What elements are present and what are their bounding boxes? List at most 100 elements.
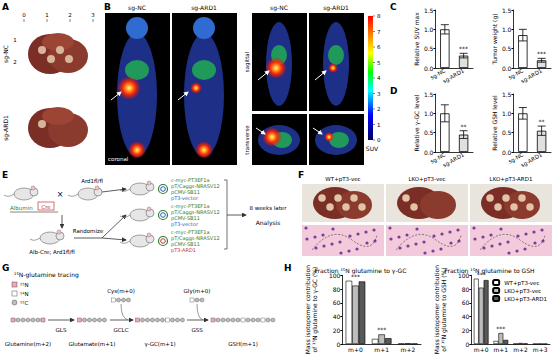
- svg-text:of ¹⁵N glutamine to γ-GC (%): of ¹⁵N glutamine to γ-GC (%): [311, 267, 319, 353]
- svg-text:sg-NC: sg-NC: [270, 4, 288, 12]
- svg-text:C: C: [390, 2, 397, 12]
- svg-text:¹⁵N: ¹⁵N: [20, 282, 29, 288]
- svg-text:***: ***: [537, 50, 546, 57]
- svg-text:***: ***: [377, 326, 386, 333]
- svg-text:2: 2: [377, 106, 381, 112]
- svg-text:1: 1: [377, 122, 381, 128]
- svg-text:LKO+pT3-ARD1: LKO+pT3-ARD1: [504, 296, 547, 303]
- svg-text:m+0: m+0: [474, 346, 489, 353]
- svg-text:2: 2: [13, 59, 17, 65]
- svg-text:0.0: 0.0: [424, 149, 434, 156]
- svg-text:1: 1: [45, 12, 49, 18]
- svg-text:GSS: GSS: [191, 327, 203, 333]
- svg-text:SUV: SUV: [366, 145, 379, 152]
- svg-text:**: **: [461, 123, 467, 130]
- svg-text:Tumor weight (g): Tumor weight (g): [491, 13, 499, 65]
- svg-text:LKO+pT3-ARD1: LKO+pT3-ARD1: [490, 176, 533, 183]
- svg-text:20: 20: [333, 327, 341, 334]
- svg-text:1.5: 1.5: [502, 91, 512, 98]
- svg-text:Cre: Cre: [41, 204, 51, 210]
- svg-text:sagittal: sagittal: [244, 51, 251, 72]
- svg-text:1.5: 1.5: [502, 7, 512, 14]
- svg-text:0.0: 0.0: [502, 149, 512, 156]
- svg-text:GSH(m+1): GSH(m+1): [228, 341, 258, 347]
- svg-text:m+1: m+1: [493, 346, 508, 353]
- svg-text:1.0: 1.0: [424, 110, 434, 117]
- svg-text:¹⁵N-glutamine tracing: ¹⁵N-glutamine tracing: [14, 271, 79, 279]
- svg-text:0.5: 0.5: [502, 45, 512, 52]
- svg-text:0.5: 0.5: [424, 129, 434, 136]
- svg-text:2: 2: [68, 12, 72, 18]
- svg-text:40: 40: [462, 313, 470, 320]
- svg-text:0: 0: [22, 12, 26, 18]
- svg-text:1.0: 1.0: [424, 26, 434, 33]
- svg-text:0.0: 0.0: [502, 65, 512, 72]
- svg-text:***: ***: [496, 325, 505, 332]
- svg-text:1.0: 1.0: [502, 26, 512, 33]
- svg-text:5: 5: [377, 60, 381, 66]
- svg-text:LKO+pT3-vec: LKO+pT3-vec: [504, 288, 541, 295]
- svg-text:Glutamate(m+1): Glutamate(m+1): [69, 341, 116, 347]
- svg-text:transverse: transverse: [244, 125, 250, 155]
- svg-text:80: 80: [462, 286, 470, 293]
- svg-text:×: ×: [57, 190, 64, 199]
- svg-text:LKO+pT3-vec: LKO+pT3-vec: [408, 176, 445, 183]
- svg-text:Alb-Cre; Ard1fl/fl: Alb-Cre; Ard1fl/fl: [29, 249, 74, 255]
- svg-text:60: 60: [333, 299, 341, 306]
- svg-text:Relative SUV max: Relative SUV max: [413, 12, 420, 66]
- svg-text:Gly(m+0): Gly(m+0): [184, 288, 211, 295]
- svg-text:sg-NC: sg-NC: [128, 4, 146, 12]
- svg-text:¹⁴N: ¹⁴N: [20, 291, 29, 297]
- svg-text:WT+pT3-vec: WT+pT3-vec: [325, 176, 360, 183]
- svg-text:0: 0: [377, 137, 381, 143]
- svg-text:***: ***: [351, 273, 360, 280]
- svg-text:0.0: 0.0: [424, 65, 434, 72]
- svg-text:Cys(m+0): Cys(m+0): [107, 288, 135, 295]
- svg-text:GLS: GLS: [56, 327, 67, 333]
- svg-text:F: F: [298, 170, 304, 180]
- svg-text:***: ***: [459, 45, 468, 52]
- svg-text:Relative γ-GC level: Relative γ-GC level: [413, 94, 421, 151]
- svg-text:0.5: 0.5: [424, 45, 434, 52]
- svg-text:0: 0: [337, 341, 341, 348]
- svg-text:m+2: m+2: [401, 346, 416, 353]
- svg-text:sg-ARD1: sg-ARD1: [191, 4, 217, 12]
- svg-text:¹²C: ¹²C: [20, 300, 28, 306]
- svg-text:**: **: [539, 118, 545, 125]
- svg-text:sg-NC: sg-NC: [2, 45, 10, 63]
- svg-text:20: 20: [462, 327, 470, 334]
- svg-text:D: D: [390, 86, 397, 96]
- svg-text:4: 4: [377, 75, 381, 81]
- svg-text:Fraction ¹⁵N glutamine to γ-GC: Fraction ¹⁵N glutamine to γ-GC: [315, 267, 407, 275]
- svg-text:H: H: [284, 263, 292, 273]
- svg-text:m+0: m+0: [348, 346, 363, 353]
- svg-text:E: E: [2, 170, 8, 180]
- svg-text:0: 0: [466, 341, 470, 348]
- svg-text:Glutamine(m+2): Glutamine(m+2): [5, 341, 51, 347]
- svg-text:Ard1fl/fl: Ard1fl/fl: [81, 178, 103, 184]
- svg-text:0.5: 0.5: [502, 129, 512, 136]
- svg-text:Randomize: Randomize: [73, 228, 104, 234]
- svg-text:pT3-ARD1: pT3-ARD1: [171, 247, 196, 254]
- svg-text:1.5: 1.5: [424, 7, 434, 14]
- svg-text:m+3: m+3: [533, 346, 548, 353]
- svg-text:A: A: [2, 2, 9, 12]
- svg-text:Analysis: Analysis: [256, 219, 281, 227]
- svg-text:sg-ARD1: sg-ARD1: [442, 67, 466, 85]
- svg-text:sg-ARD1: sg-ARD1: [2, 115, 10, 141]
- svg-text:γ-GC(m+1): γ-GC(m+1): [144, 341, 175, 348]
- svg-text:pT3-vector: pT3-vector: [171, 195, 199, 202]
- svg-text:Albumin: Albumin: [10, 205, 33, 211]
- svg-text:80: 80: [333, 286, 341, 293]
- svg-text:WT+pT3-vec: WT+pT3-vec: [504, 280, 539, 287]
- svg-text:pT3-vector: pT3-vector: [171, 221, 199, 228]
- svg-text:GCLC: GCLC: [113, 327, 128, 333]
- svg-text:3: 3: [91, 12, 95, 18]
- svg-text:40: 40: [333, 313, 341, 320]
- svg-text:7: 7: [377, 29, 381, 35]
- svg-text:Relative GSH level: Relative GSH level: [491, 95, 498, 151]
- svg-text:sg-ARD1: sg-ARD1: [323, 4, 349, 12]
- svg-text:8 weeks later: 8 weeks later: [249, 205, 287, 211]
- svg-text:1.5: 1.5: [424, 91, 434, 98]
- svg-text:m+1: m+1: [374, 346, 389, 353]
